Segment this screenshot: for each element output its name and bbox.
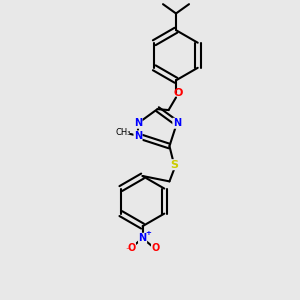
- Text: O: O: [173, 88, 183, 98]
- Text: O: O: [152, 242, 160, 253]
- Text: S: S: [170, 160, 178, 170]
- Text: N: N: [134, 118, 142, 128]
- Text: CH₃: CH₃: [116, 128, 131, 137]
- Text: N: N: [139, 233, 147, 243]
- Text: O: O: [127, 242, 136, 253]
- Text: N: N: [173, 118, 181, 128]
- Text: +: +: [145, 230, 151, 236]
- Text: N: N: [134, 131, 142, 141]
- Text: ⁻: ⁻: [125, 246, 130, 256]
